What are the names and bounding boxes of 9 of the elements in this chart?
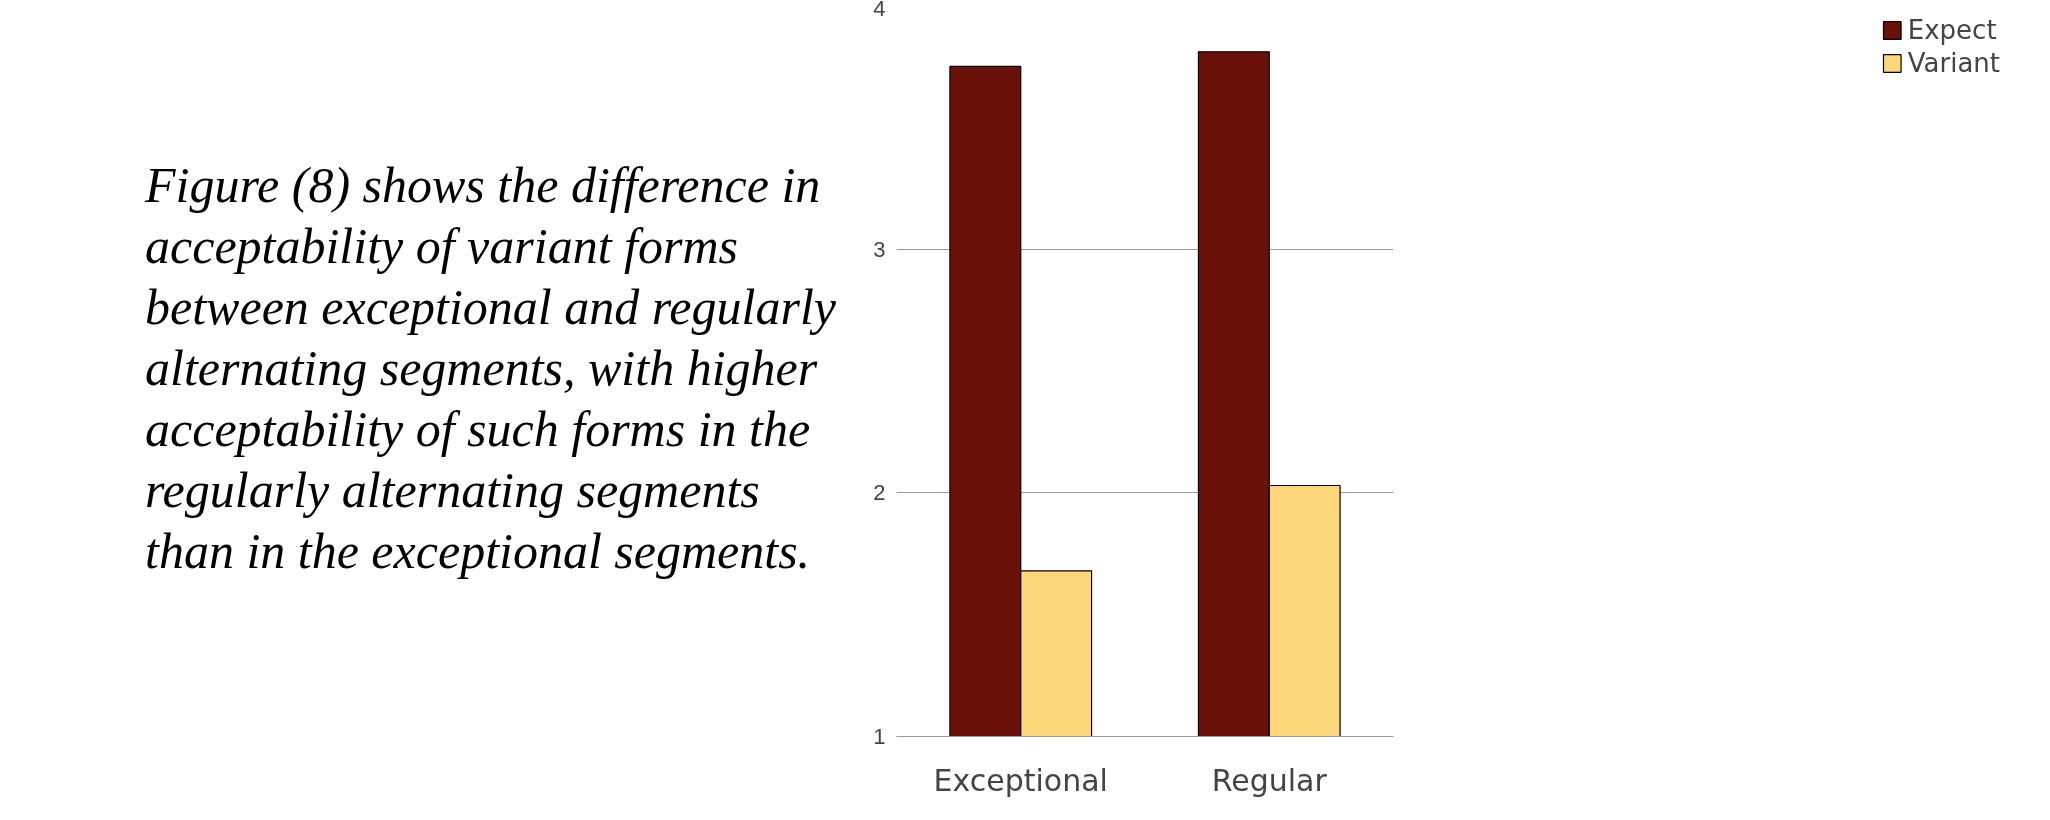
y-tick-label: 3 xyxy=(873,236,886,262)
legend-label: Expect xyxy=(1907,15,1997,45)
y-tick-label: 2 xyxy=(873,480,886,506)
text: Figure (8) shows the difference in acceptability of variant forms between exceptional and regularly alternating segments, with higher acceptability of such forms in the regularly alternating segments than in the exceptional segments. xyxy=(145,156,837,581)
y-tick-label: 1 xyxy=(873,724,886,749)
legend-label: Variant xyxy=(1907,48,2000,78)
x-tick-label: Exceptional xyxy=(933,762,1108,798)
x-tick-label: Regular xyxy=(1211,762,1328,798)
y-tick-label: 4 xyxy=(873,0,886,21)
